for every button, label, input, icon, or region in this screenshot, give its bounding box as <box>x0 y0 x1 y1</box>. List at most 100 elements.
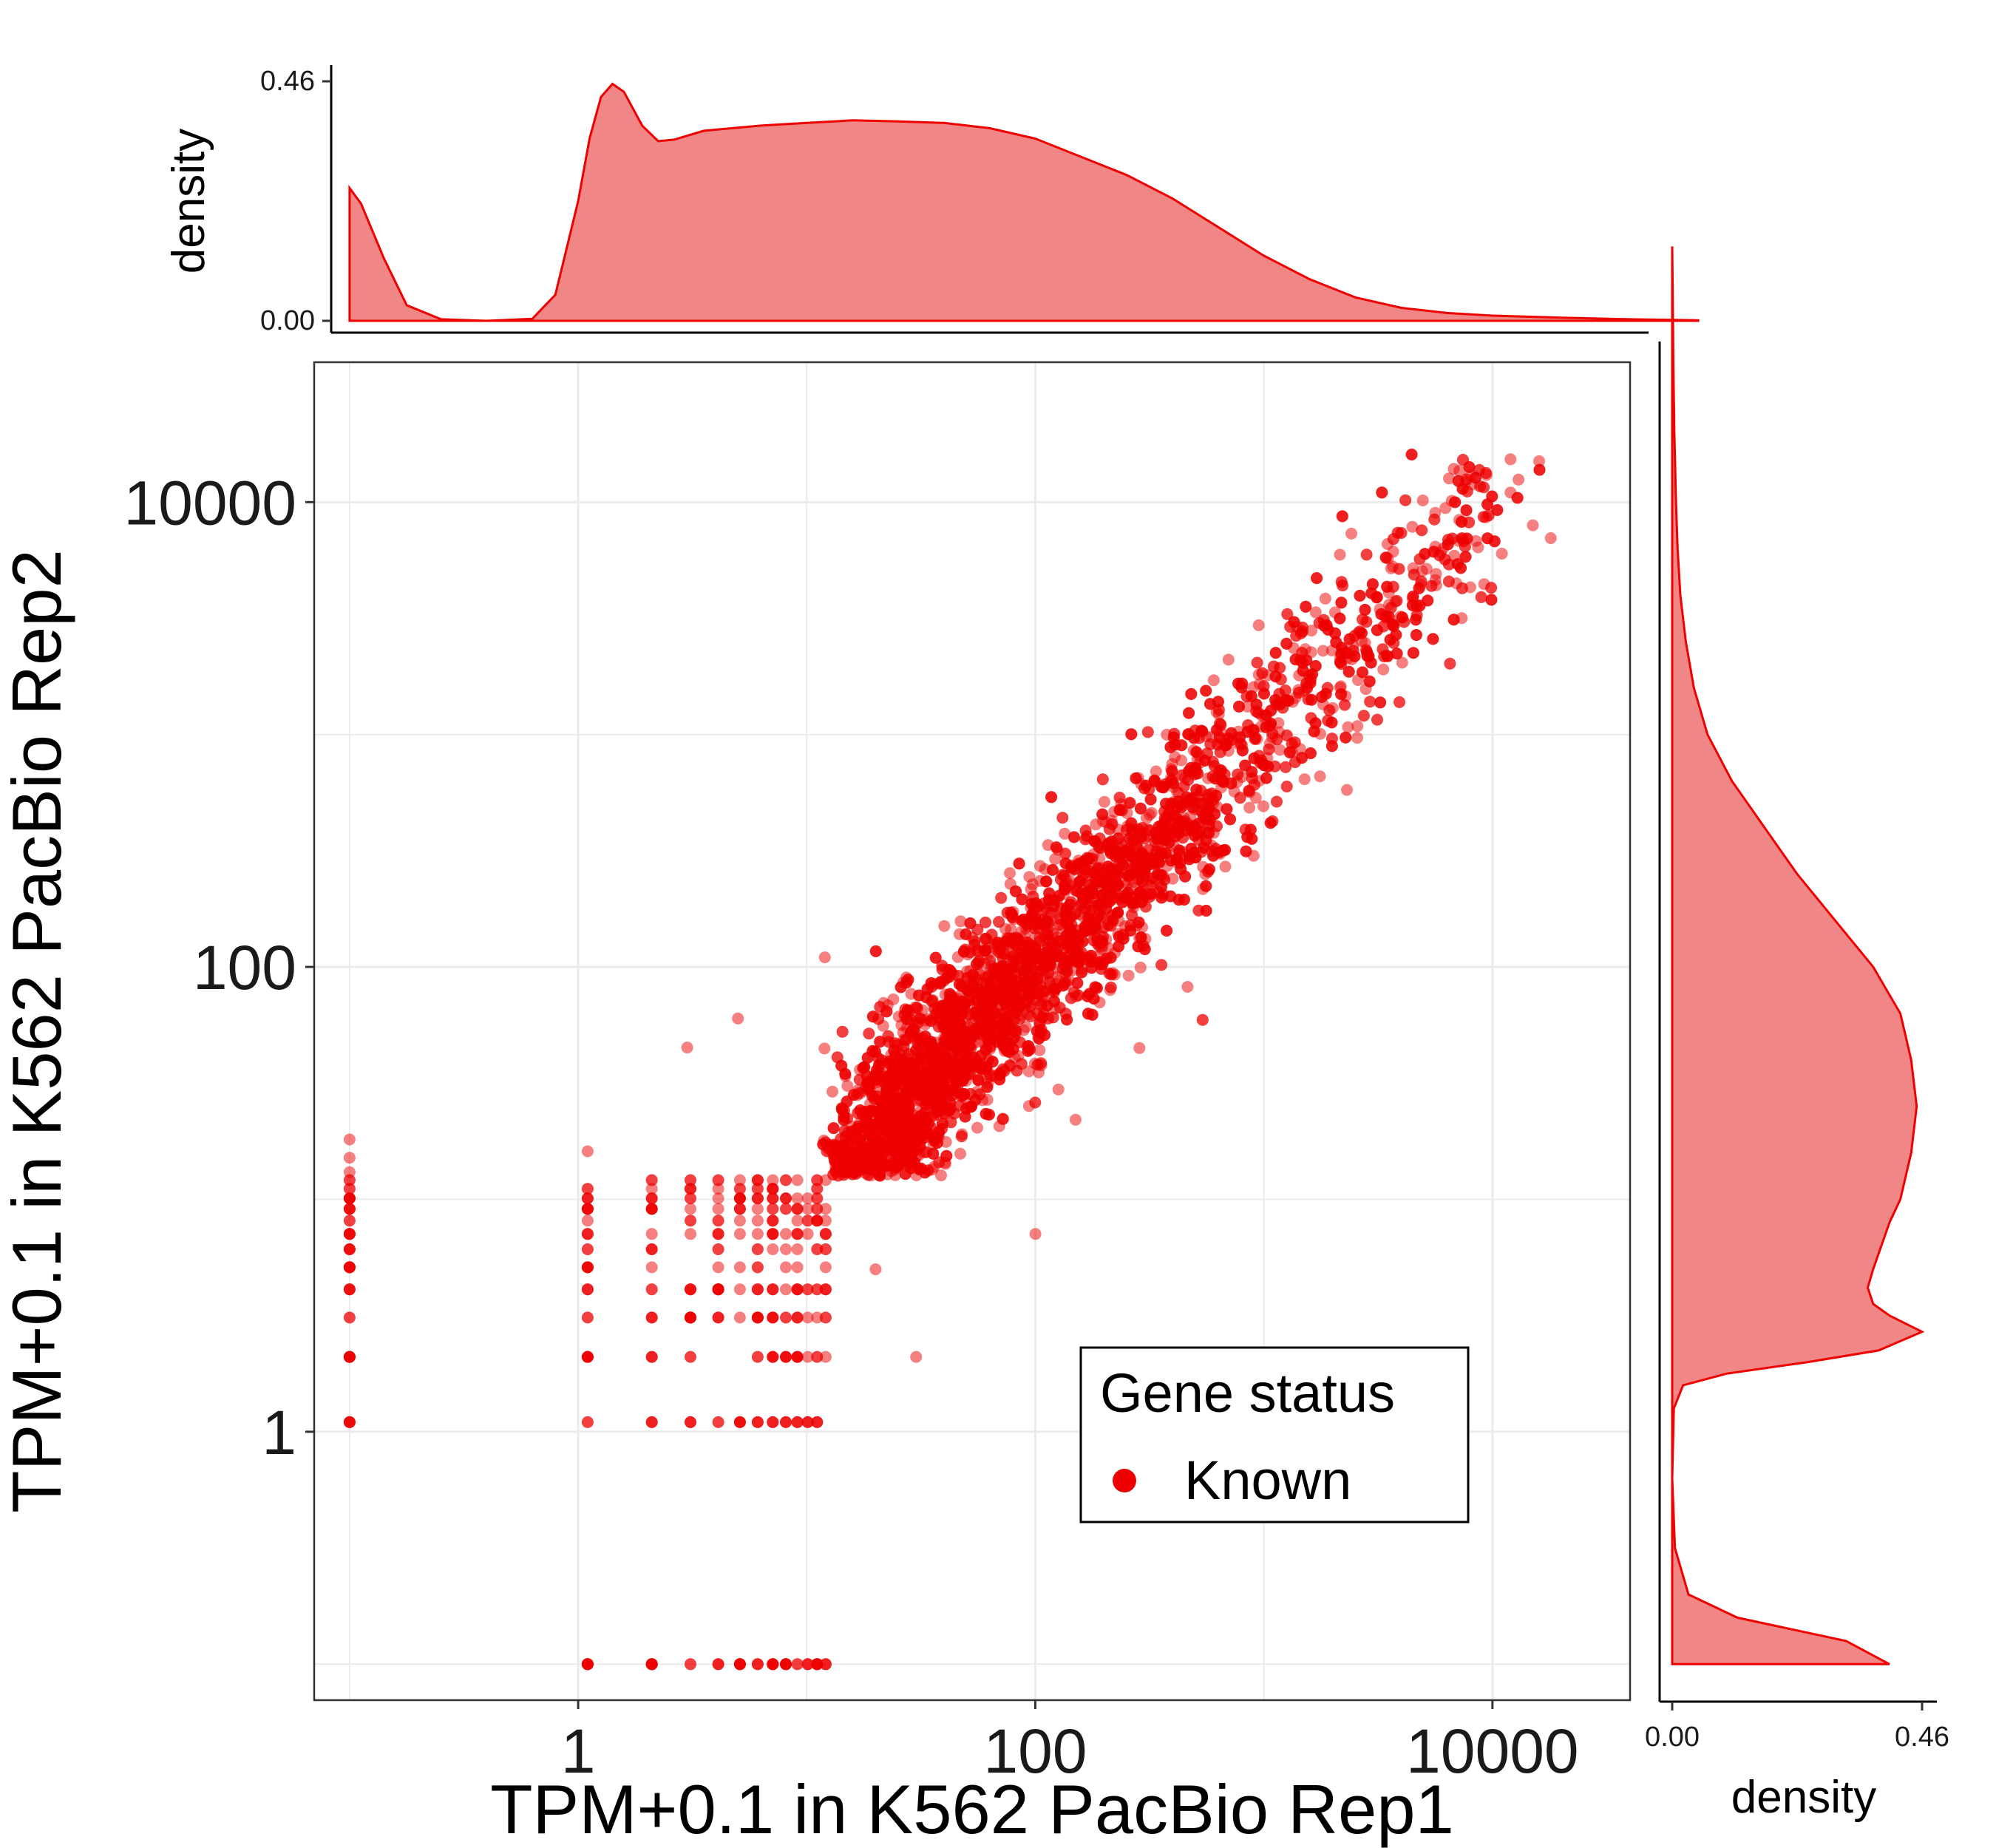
scatter-point <box>817 1138 829 1151</box>
scatter-point <box>819 1203 832 1215</box>
top-density-area <box>348 82 1700 322</box>
top-density-tick-min: 0.00 <box>260 305 315 336</box>
scatter-point <box>791 1243 804 1255</box>
scatter-point <box>733 1658 746 1671</box>
scatter-point <box>955 1130 968 1143</box>
scatter-point <box>767 1183 779 1195</box>
scatter-point <box>1248 752 1260 764</box>
scatter-point <box>1059 827 1071 840</box>
scatter-point <box>1029 1096 1042 1109</box>
scatter-point <box>954 1147 966 1160</box>
scatter-point <box>836 1025 849 1038</box>
scatter-point <box>1150 765 1162 778</box>
scatter-point <box>767 1658 779 1671</box>
scatter-point <box>343 1228 356 1240</box>
scatter-point <box>1048 995 1060 1008</box>
scatter-point <box>1439 553 1451 565</box>
scatter-point <box>1198 755 1211 767</box>
scatter-point <box>1002 1017 1015 1030</box>
scatter-point <box>1103 968 1116 980</box>
scatter-point <box>1122 969 1135 982</box>
scatter-point <box>1306 625 1317 637</box>
scatter-point <box>780 1416 792 1428</box>
scatter-point <box>819 1215 832 1227</box>
scatter-point <box>1204 738 1217 750</box>
scatter-point <box>980 916 991 928</box>
scatter-point <box>1215 764 1227 777</box>
scatter-point <box>811 1183 824 1195</box>
scatter-point <box>1430 568 1442 580</box>
scatter-point <box>767 1351 779 1363</box>
scatter-point <box>1210 789 1223 802</box>
scatter-point <box>1335 597 1348 609</box>
scatter-point <box>791 1416 804 1428</box>
scatter-point <box>751 1416 764 1428</box>
scatter-point <box>1425 580 1438 592</box>
scatter-point <box>1364 696 1377 708</box>
scatter-point <box>900 976 913 989</box>
scatter-point <box>751 1192 764 1205</box>
scatter-point <box>1334 548 1346 561</box>
scatter-point <box>1134 961 1147 974</box>
scatter-point <box>1365 587 1378 599</box>
scatter-point <box>993 916 1005 928</box>
scatter-point <box>1079 833 1092 846</box>
scatter-point <box>801 1658 814 1671</box>
scatter-point <box>954 915 967 928</box>
scatter-point <box>780 1311 792 1324</box>
scatter-point <box>1377 663 1390 676</box>
scatter-point <box>1280 729 1293 741</box>
scatter-point <box>581 1228 594 1240</box>
scatter-point <box>1357 614 1369 625</box>
scatter-point <box>645 1228 658 1240</box>
scatter-point <box>1022 1065 1035 1078</box>
scatter-point <box>818 1042 831 1055</box>
scatter-point <box>1298 773 1311 786</box>
scatter-point <box>343 1203 356 1215</box>
scatter-point <box>1104 981 1117 993</box>
scatter-point <box>645 1183 658 1195</box>
scatter-point <box>1339 699 1351 711</box>
scatter-point <box>811 1658 824 1671</box>
scatter-point <box>1263 743 1275 755</box>
scatter-point <box>751 1261 764 1274</box>
scatter-point <box>957 945 970 958</box>
scatter-point <box>1393 563 1405 575</box>
scatter-point <box>343 1311 356 1324</box>
scatter-point <box>343 1416 356 1428</box>
scatter-point <box>1224 813 1236 826</box>
top-marginal-density: 0.46 0.00 density <box>163 65 1700 336</box>
scatter-point <box>1470 472 1481 484</box>
scatter-point <box>685 1311 696 1324</box>
scatter-point <box>767 1243 779 1255</box>
scatter-point <box>811 1243 824 1255</box>
scatter-point <box>751 1351 764 1363</box>
scatter-point <box>733 1416 746 1428</box>
scatter-point <box>1056 812 1069 824</box>
scatter-point <box>1219 860 1232 873</box>
scatter-point <box>791 1215 804 1227</box>
scatter-point <box>1396 656 1408 669</box>
scatter-point <box>751 1658 764 1671</box>
scatter-point <box>1416 495 1429 506</box>
scatter-point <box>767 1228 779 1240</box>
scatter-point <box>1360 548 1373 561</box>
scatter-point <box>685 1174 696 1186</box>
scatter-point <box>645 1351 658 1363</box>
scatter-point <box>811 1416 824 1428</box>
scatter-point <box>767 1174 779 1186</box>
scatter-point <box>733 1311 746 1324</box>
scatter-point <box>712 1283 724 1296</box>
scatter-point <box>1157 781 1170 794</box>
scatter-point <box>1343 633 1356 645</box>
scatter-point <box>751 1174 764 1186</box>
scatter-point <box>780 1351 792 1363</box>
scatter-point <box>685 1203 696 1215</box>
scatter-point <box>811 1192 824 1205</box>
scatter-point <box>1185 687 1198 700</box>
scatter-point <box>791 1228 804 1240</box>
scatter-point <box>791 1311 804 1324</box>
scatter-point <box>733 1215 746 1227</box>
scatter-point <box>645 1416 658 1428</box>
